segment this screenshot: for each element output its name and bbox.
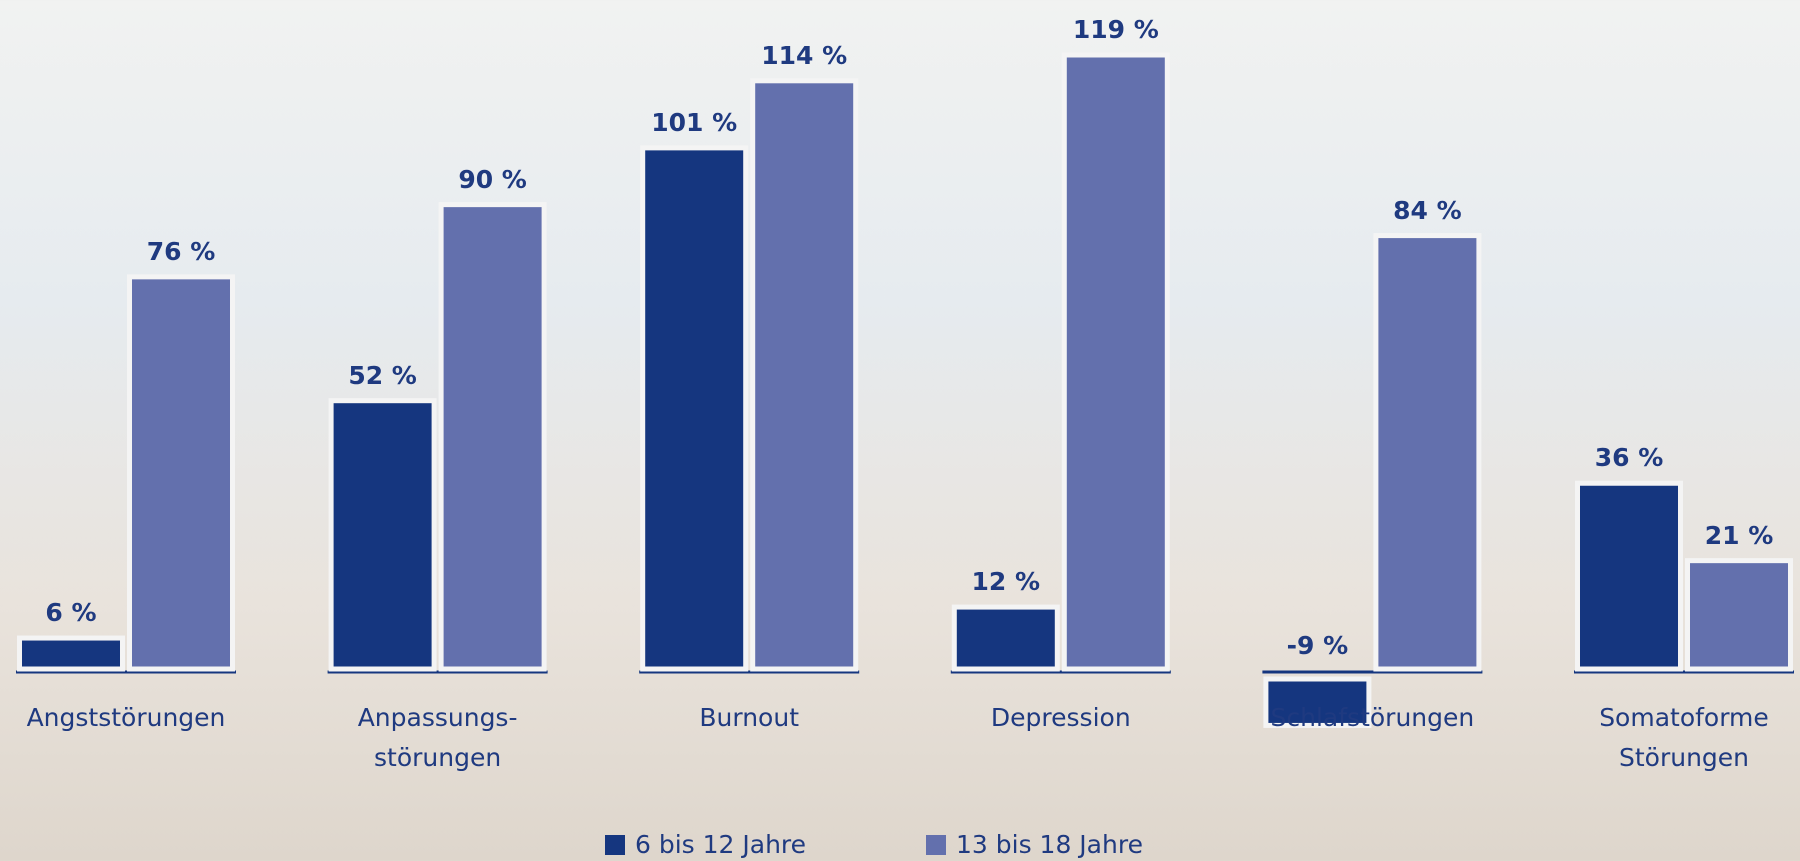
bar <box>441 205 544 669</box>
value-label: 76 % <box>111 237 251 266</box>
value-label: 21 % <box>1669 521 1800 550</box>
bar <box>1376 236 1479 669</box>
bar <box>643 148 746 669</box>
legend-item: 13 bis 18 Jahre <box>926 830 1143 859</box>
bar <box>1578 483 1681 669</box>
legend-item: 6 bis 12 Jahre <box>605 830 806 859</box>
value-label: 84 % <box>1357 196 1497 225</box>
x-tick-label: Anpassungs- störungen <box>288 698 588 778</box>
value-label: -9 % <box>1247 631 1387 660</box>
bar <box>1688 561 1791 669</box>
legend-label: 6 bis 12 Jahre <box>635 830 806 859</box>
bar <box>331 401 434 669</box>
legend-swatch <box>605 835 625 855</box>
value-label: 12 % <box>936 567 1076 596</box>
legend-label: 13 bis 18 Jahre <box>956 830 1143 859</box>
x-tick-label: Angststörungen <box>0 698 276 738</box>
value-label: 52 % <box>313 361 453 390</box>
bar <box>1064 55 1167 669</box>
bar <box>954 607 1057 669</box>
value-label: 114 % <box>734 41 874 70</box>
x-tick-label: Depression <box>911 698 1211 738</box>
x-tick-label: Burnout <box>599 698 899 738</box>
page: (() => { const data = JSON.parse(documen… <box>0 0 1800 861</box>
x-tick-label: Schlafstörungen <box>1222 698 1522 738</box>
value-label: 90 % <box>423 165 563 194</box>
value-label: 101 % <box>624 108 764 137</box>
value-label: 119 % <box>1046 15 1186 44</box>
bar <box>130 277 233 669</box>
bar <box>753 81 856 669</box>
bar <box>20 638 123 669</box>
value-label: 6 % <box>1 598 141 627</box>
legend-swatch <box>926 835 946 855</box>
value-label: 36 % <box>1559 443 1699 472</box>
x-tick-label: Somatoforme Störungen <box>1534 698 1800 778</box>
